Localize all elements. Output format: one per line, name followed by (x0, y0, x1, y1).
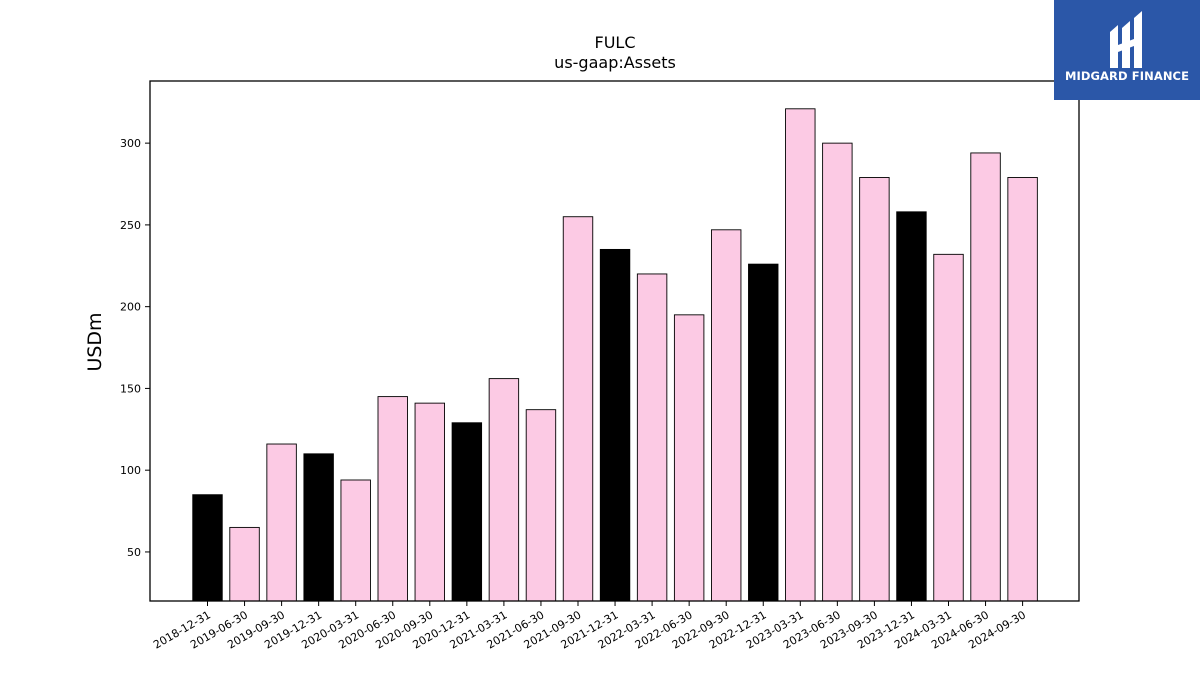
y-tick-label: 250 (120, 219, 141, 232)
bar-2021-03-31 (488, 378, 520, 602)
bar-2019-12-31 (303, 453, 334, 602)
chart-subtitle: us-gaap:Assets (554, 53, 676, 72)
bar-2022-03-31 (636, 273, 668, 602)
midgard-logo-icon (1110, 11, 1142, 68)
y-tick-label: 100 (120, 464, 141, 477)
bar-2020-03-31 (340, 479, 371, 602)
bar-2024-09-30 (1007, 177, 1038, 602)
bar-2021-12-31 (599, 248, 631, 602)
bar-2019-09-30 (266, 443, 297, 602)
bar-2022-06-30 (673, 314, 705, 602)
bar-2023-09-30 (859, 177, 890, 602)
bar-2021-06-30 (525, 409, 557, 602)
bar-2023-06-30 (822, 142, 853, 602)
bar-2020-09-30 (414, 402, 445, 602)
bar-2022-09-30 (711, 229, 742, 602)
bar-2023-12-31 (896, 211, 927, 602)
bar-2024-03-31 (933, 253, 964, 602)
midgard-finance-logo: MIDGARD FINANCE (1054, 0, 1200, 100)
y-tick-label: 300 (120, 137, 141, 150)
bar-2022-12-31 (748, 263, 779, 602)
bar-2019-06-30 (229, 526, 260, 602)
bar-2021-09-30 (562, 216, 594, 602)
bar-2023-03-31 (785, 108, 816, 602)
bar-2024-06-30 (970, 152, 1001, 602)
y-tick-label: 150 (120, 382, 141, 395)
y-tick-label: 50 (127, 546, 141, 559)
bar-2018-12-31 (192, 494, 223, 602)
chart-title: FULC (595, 33, 636, 52)
y-axis-label: USDm (84, 312, 106, 371)
plot-frame (149, 80, 1080, 602)
logo-text: MIDGARD FINANCE (1064, 69, 1190, 83)
y-tick-label: 200 (120, 301, 141, 314)
bar-2020-12-31 (451, 422, 483, 602)
bar-2020-06-30 (377, 396, 408, 602)
